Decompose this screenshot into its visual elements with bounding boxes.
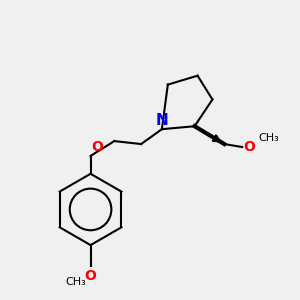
Text: N: N [155, 113, 168, 128]
Text: CH₃: CH₃ [65, 277, 86, 287]
Text: O: O [244, 140, 256, 154]
Text: O: O [85, 269, 97, 283]
Text: O: O [91, 140, 103, 154]
Text: CH₃: CH₃ [259, 133, 279, 143]
